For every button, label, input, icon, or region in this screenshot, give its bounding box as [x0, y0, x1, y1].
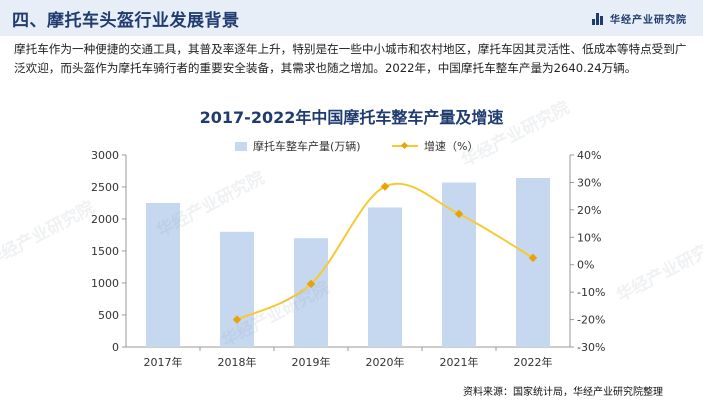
y-right-tick-label: -10% — [577, 286, 605, 299]
y-left-tick-label: 0 — [112, 341, 119, 354]
brand-name: 华经产业研究院 — [610, 15, 687, 26]
y-right-tick-label: 20% — [577, 204, 601, 217]
legend-label-growth: 增速（%） — [424, 140, 479, 153]
x-tick-label: 2022年 — [514, 355, 553, 369]
y-left-tick-label: 1000 — [91, 277, 119, 290]
x-tick-label: 2018年 — [218, 355, 257, 369]
y-left-tick-label: 2000 — [91, 213, 119, 226]
chart-title: 2017-2022年中国摩托车整车产量及增速 — [199, 108, 504, 127]
section-title: 四、摩托车头盔行业发展背景 — [12, 11, 240, 31]
y-left-tick-label: 2500 — [91, 181, 119, 194]
x-tick-label: 2017年 — [144, 355, 183, 369]
y-left-tick-label: 3000 — [91, 149, 119, 162]
x-tick-label: 2020年 — [366, 355, 405, 369]
bar-production — [146, 203, 180, 347]
y-left-tick-label: 500 — [98, 309, 119, 322]
brand-logo-icon — [592, 12, 604, 25]
y-right-tick-label: 0% — [577, 259, 594, 272]
legend-bar-swatch — [235, 141, 247, 151]
source-note: 资料来源：国家统计局，华经产业研究院整理 — [463, 387, 663, 398]
legend-line-swatch — [392, 141, 418, 151]
header-bar: 四、摩托车头盔行业发展背景 华经产业研究院 — [0, 0, 703, 36]
legend-item-growth: 增速（%） — [392, 138, 478, 154]
growth-point — [232, 315, 242, 324]
legend-item-production: 摩托车整车产量(万辆) — [235, 138, 361, 154]
x-tick-label: 2019年 — [292, 355, 331, 369]
x-tick-label: 2021年 — [440, 355, 479, 369]
y-right-tick-label: -20% — [577, 314, 605, 327]
growth-point — [306, 279, 316, 289]
y-right-tick-label: 30% — [577, 176, 601, 189]
y-right-tick-label: 40% — [577, 149, 601, 162]
brand: 华经产业研究院 — [592, 11, 687, 26]
bar-production — [368, 207, 402, 347]
legend-label-production: 摩托车整车产量(万辆) — [253, 140, 361, 153]
bar-production — [516, 178, 550, 347]
growth-point — [380, 182, 390, 191]
growth-point — [454, 209, 464, 219]
intro-paragraph: 摩托车作为一种便捷的交通工具，其普及率逐年上升，特别是在一些中小城市和农村地区，… — [14, 42, 687, 75]
y-right-tick-label: 10% — [577, 231, 601, 244]
y-right-tick-label: -30% — [577, 341, 605, 354]
y-left-tick-label: 1500 — [91, 245, 119, 258]
bar-production — [220, 231, 254, 347]
